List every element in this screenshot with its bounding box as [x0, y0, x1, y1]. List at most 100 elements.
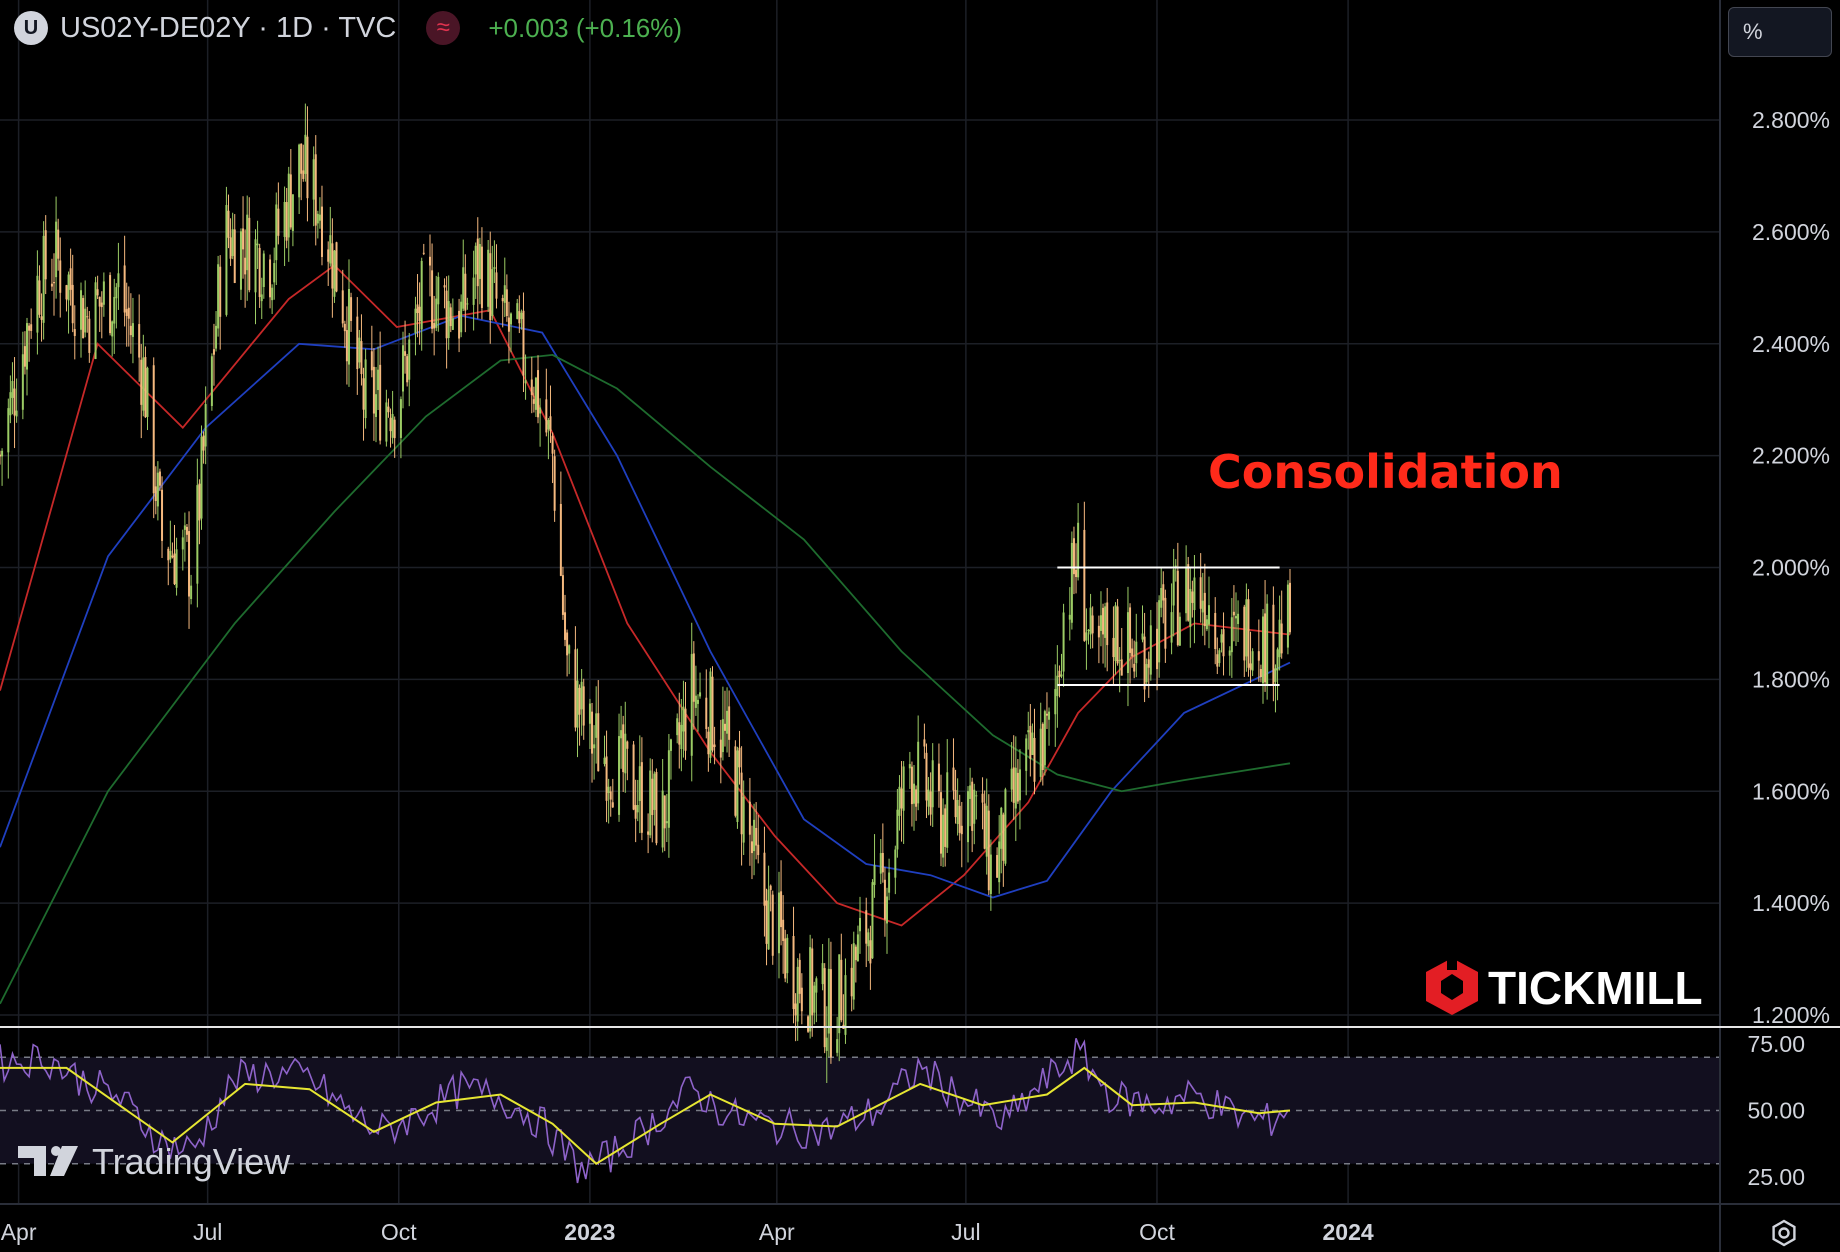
candle-body — [269, 259, 272, 298]
candle-body — [1016, 772, 1019, 802]
candle-body — [144, 357, 147, 418]
candle-body — [852, 943, 855, 1000]
candle-body — [794, 1003, 797, 1016]
candle-body — [358, 337, 361, 363]
candle-body — [125, 309, 128, 316]
candle-body — [331, 243, 334, 289]
candle-body — [856, 934, 859, 962]
candle-body — [370, 351, 373, 371]
candle-body — [1207, 605, 1210, 625]
candle-body — [873, 865, 876, 885]
candle-body — [408, 339, 411, 380]
candle-body — [740, 772, 743, 835]
candle-body — [364, 359, 367, 419]
candle-body — [931, 760, 934, 808]
candle-body — [989, 854, 992, 894]
rsi-axis-tick-label: 25.00 — [1747, 1164, 1805, 1190]
tradingview-text: TradingView — [92, 1141, 291, 1182]
candle-body — [1264, 613, 1267, 683]
candle-body — [167, 548, 170, 561]
candle-body — [705, 697, 708, 729]
x-axis-tick-label: 2023 — [564, 1219, 615, 1245]
candle-body — [823, 968, 826, 1048]
candle-body — [1048, 711, 1051, 720]
y-axis-tick-label: 2.400% — [1752, 331, 1830, 357]
candle-body — [1280, 623, 1283, 654]
candle-body — [952, 767, 955, 791]
candle-body — [649, 770, 652, 836]
wave-icon[interactable]: ≈ — [426, 11, 461, 45]
candle-body — [954, 789, 957, 818]
candle-body — [233, 229, 236, 283]
candle-body — [1014, 767, 1017, 809]
candle-body — [815, 978, 818, 993]
percent-scale-button[interactable]: % — [1728, 7, 1832, 57]
candle-body — [676, 718, 679, 736]
candle-body — [462, 267, 465, 309]
candle-body — [377, 369, 380, 391]
candle-body — [609, 791, 612, 800]
candle-body — [67, 274, 70, 301]
candle-body — [1091, 615, 1094, 634]
candle-body — [869, 940, 872, 964]
gear-icon — [1772, 1219, 1796, 1247]
candle-body — [198, 483, 201, 521]
candle-body — [219, 266, 222, 317]
x-axis-tick-label: Apr — [759, 1219, 795, 1245]
candle-body — [545, 399, 548, 433]
candle-body — [406, 356, 409, 383]
candle-body — [318, 214, 321, 221]
candle-body — [753, 819, 756, 852]
candle-body — [360, 341, 363, 375]
candle-body — [1201, 600, 1204, 613]
candle-body — [987, 810, 990, 891]
candle-body — [927, 789, 930, 807]
candle-body — [1145, 664, 1148, 683]
candle-body — [242, 228, 245, 250]
candle-body — [854, 946, 857, 961]
candle-body — [429, 256, 431, 266]
candle-body — [73, 329, 76, 336]
candle-body — [283, 201, 286, 237]
candle-body — [694, 695, 697, 708]
candle-body — [792, 936, 795, 1010]
candle-body — [622, 724, 625, 773]
candle-body — [611, 802, 614, 808]
candle-body — [1031, 732, 1034, 755]
candle-body — [807, 1016, 810, 1032]
candle-body — [94, 282, 97, 360]
candle-body — [158, 471, 161, 486]
y-axis-tick-label: 1.200% — [1752, 1002, 1830, 1028]
chart-settings-button[interactable] — [1766, 1215, 1802, 1251]
candle-body — [212, 349, 215, 355]
symbol-badge[interactable]: U — [14, 11, 48, 45]
candle-body — [624, 733, 627, 774]
candle-body — [460, 301, 463, 333]
candle-body — [929, 791, 932, 815]
candle-body — [915, 789, 918, 807]
candle-body — [1187, 564, 1190, 621]
candle-body — [1160, 588, 1163, 608]
candle-body — [647, 831, 650, 835]
candle-body — [883, 879, 886, 920]
candle-body — [246, 214, 249, 271]
symbol-title[interactable]: US02Y-DE02Y · 1D · TVC — [60, 11, 397, 44]
candle-body — [1232, 611, 1235, 616]
candle-body — [1018, 769, 1021, 801]
candle-body — [1010, 768, 1013, 790]
candle-body — [7, 408, 10, 453]
candle-body — [867, 932, 870, 947]
candle-body — [1072, 538, 1075, 575]
candle-body — [418, 306, 421, 322]
candle-body — [996, 855, 999, 878]
candle-body — [821, 963, 824, 985]
candle-body — [1075, 569, 1078, 578]
candle-body — [385, 402, 388, 442]
candle-body — [588, 703, 591, 724]
candle-body — [437, 276, 440, 305]
candle-body — [13, 388, 16, 416]
candle-body — [88, 318, 91, 353]
candle-body — [341, 290, 344, 324]
candle-body — [667, 750, 670, 828]
